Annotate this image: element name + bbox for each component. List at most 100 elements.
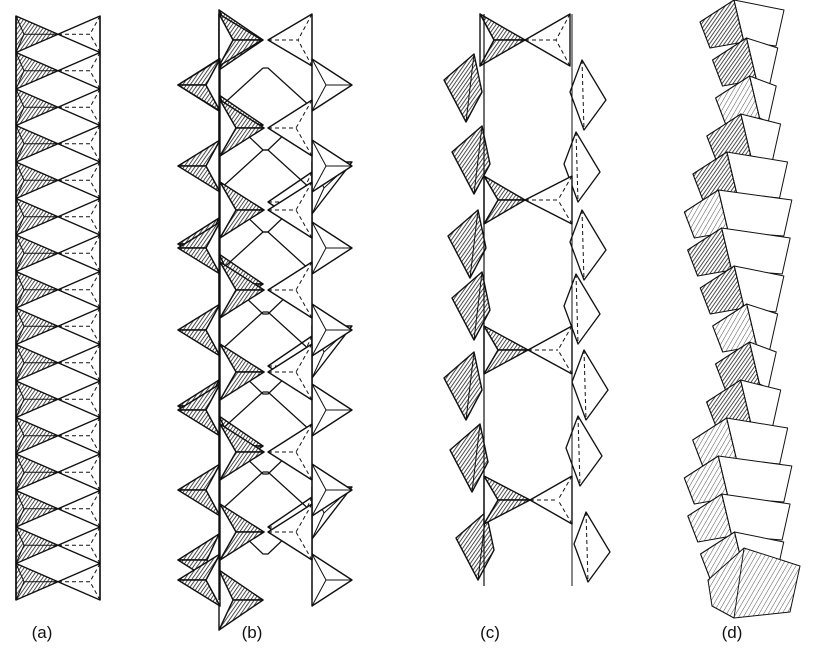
tetra-edge xyxy=(746,37,757,81)
tetrahedron xyxy=(218,13,263,67)
tetrahedron xyxy=(219,503,265,561)
tetra-edge xyxy=(89,88,101,108)
tetra-edge xyxy=(557,499,573,525)
tetra-edge xyxy=(89,216,101,236)
tetra-face xyxy=(205,553,221,607)
tetrahedron xyxy=(219,261,265,319)
tetra-edge xyxy=(15,161,25,181)
tetra-edge xyxy=(15,581,25,601)
tetra-face xyxy=(219,181,237,239)
tetra-face xyxy=(219,503,237,561)
tetra-edge xyxy=(740,113,752,157)
tetrahedron xyxy=(57,343,101,382)
tetra-edge xyxy=(15,508,25,528)
tetrahedron xyxy=(692,417,789,467)
tetra-edge xyxy=(89,161,101,181)
tetrahedron xyxy=(569,209,607,281)
tetrahedron xyxy=(15,526,59,565)
tetrahedron xyxy=(15,234,59,273)
tetra-edge xyxy=(15,307,25,327)
tetra-edge xyxy=(15,271,25,290)
tetrahedron xyxy=(177,383,221,437)
tetra-edge xyxy=(581,209,585,281)
tetrahedron xyxy=(524,13,571,67)
chain-panel-c xyxy=(443,13,611,586)
tetra-edge xyxy=(465,53,475,123)
tetra-edge xyxy=(297,39,313,67)
tetra-edge xyxy=(295,127,313,157)
tetra-edge xyxy=(555,13,571,41)
tetrahedron xyxy=(711,37,779,87)
tetrahedron xyxy=(443,351,483,421)
tetra-face xyxy=(219,343,237,401)
tetra-edge xyxy=(15,234,25,254)
tetrahedron xyxy=(15,416,59,455)
tetra-face xyxy=(449,423,489,493)
tetrahedron xyxy=(683,189,793,239)
tetrahedron xyxy=(449,423,489,493)
tetra-outline xyxy=(569,59,607,131)
tetra-face xyxy=(219,261,237,319)
tetra-edge xyxy=(311,409,327,437)
tetra-edge xyxy=(311,165,327,193)
tetra-edge xyxy=(89,180,101,199)
tetra-edge xyxy=(295,99,313,129)
tetrahedron xyxy=(311,58,353,112)
tetrahedron xyxy=(57,380,101,419)
tetrahedron xyxy=(57,15,101,54)
tetra-edge xyxy=(583,349,587,421)
chain-panel-a xyxy=(15,15,101,601)
tetra-edge xyxy=(89,545,101,564)
tetra-edge xyxy=(557,475,573,501)
tetra-edge xyxy=(15,216,25,236)
tetrahedron xyxy=(57,526,101,565)
tetrahedron xyxy=(57,453,101,492)
tetra-edge xyxy=(15,125,25,144)
tetrahedron xyxy=(683,455,793,505)
tetrahedron xyxy=(524,175,573,225)
tetra-edge xyxy=(15,545,25,564)
tetrahedron xyxy=(15,562,59,601)
tetra-edge xyxy=(577,415,581,487)
tetra-edge xyxy=(311,247,327,275)
chain-panel-b xyxy=(177,9,353,631)
tetra-edge xyxy=(15,526,25,546)
panel-label-d: (d) xyxy=(721,623,743,642)
tetra-edge xyxy=(89,326,101,345)
tetra-edge xyxy=(15,253,25,272)
tetra-edge xyxy=(89,70,101,90)
tetrahedron xyxy=(692,151,789,201)
tetra-edge xyxy=(575,273,579,345)
tetra-edge xyxy=(15,180,25,199)
tetra-edge xyxy=(295,343,313,373)
tetrahedron xyxy=(712,303,779,353)
tetra-edge xyxy=(465,351,475,421)
tetra-edge xyxy=(89,52,101,71)
tetra-edge xyxy=(469,209,479,279)
tetrahedron xyxy=(707,547,801,619)
tetrahedron xyxy=(177,221,221,275)
tetra-edge xyxy=(89,508,101,528)
tetra-outline xyxy=(569,209,607,281)
tetra-edge xyxy=(295,423,313,453)
tetra-outline xyxy=(565,415,603,487)
tetrahedron xyxy=(267,261,313,319)
tetra-edge xyxy=(89,344,101,363)
tetrahedron xyxy=(219,423,265,481)
tetra-edge xyxy=(749,75,761,119)
tetra-face xyxy=(205,463,221,517)
tetra-edge xyxy=(89,15,101,35)
tetrahedron xyxy=(483,175,526,225)
tetrahedron xyxy=(311,553,353,607)
tetrahedron xyxy=(451,125,491,195)
tetra-edge xyxy=(295,289,313,319)
tetra-edge xyxy=(89,399,101,418)
tetra-edge xyxy=(717,455,729,499)
tetra-edge xyxy=(89,526,101,546)
tetrahedron xyxy=(527,325,573,375)
tetra-edge xyxy=(311,463,327,491)
tetra-face xyxy=(205,139,221,193)
tetrahedron xyxy=(219,343,265,401)
tetra-edge xyxy=(311,512,325,540)
tetrahedron xyxy=(529,475,573,525)
